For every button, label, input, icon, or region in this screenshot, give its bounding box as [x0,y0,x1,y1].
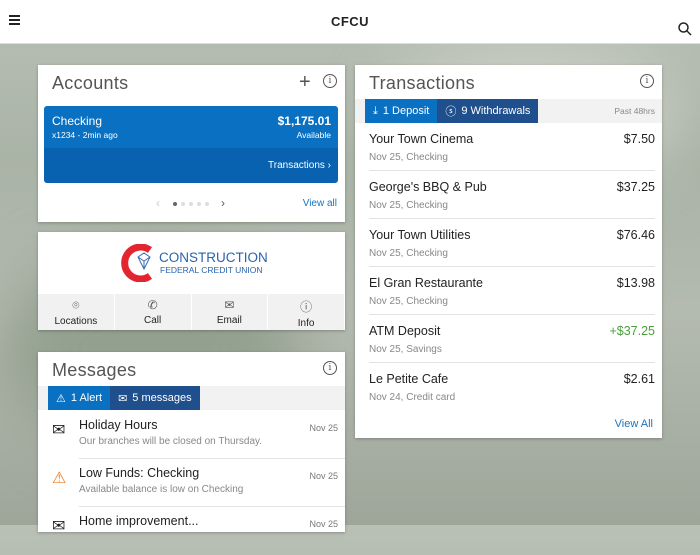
transaction-detail: Nov 25, Checking [369,200,448,211]
transaction-name: Your Town Utilities [369,228,471,242]
link-label: Transactions [268,160,325,171]
messages-title: Messages [52,360,137,380]
app-title: CFCU [330,14,370,29]
tab-label: 5 messages [132,392,192,404]
cfcu-logo [121,244,153,282]
transaction-amount: $37.25 [616,180,655,194]
period-label: Past 48hrs [614,106,655,116]
balance-label: Available [296,130,331,140]
transaction-row[interactable]: El Gran Restaurante Nov 25, Checking $13… [369,267,655,315]
accounts-card: Accounts + i Checking x1234 - 2min ago $… [38,65,345,222]
envelope-icon: ✉ [118,392,128,405]
message-item[interactable]: ✉ Home improvement... Nov 25 [38,507,345,555]
tab-label: 9 Withdrawals [461,105,531,117]
transaction-amount: $7.50 [623,132,655,146]
button-label: Locations [54,316,98,327]
message-body: Our branches will be closed on Thursday. [79,436,263,447]
account-transactions-link[interactable]: Transactions › [268,160,331,171]
message-item[interactable]: ⚠ Low Funds: Checking Available balance … [38,459,345,507]
search-icon[interactable] [678,22,692,36]
logo-text-line2: FEDERAL CREDIT UNION [160,265,263,275]
transaction-amount: +$37.25 [609,324,655,338]
info-icon[interactable]: i [640,74,654,88]
envelope-icon: ✉ [52,422,66,439]
transaction-detail: Nov 24, Credit card [369,392,456,403]
envelope-icon: ✉ [52,518,66,535]
message-date: Nov 25 [309,423,338,433]
email-button[interactable]: ✉ Email [192,294,269,330]
info-button[interactable]: ⓘ Info [268,294,345,330]
tab-messages[interactable]: ✉ 5 messages [110,386,200,410]
message-title: Holiday Hours [79,418,158,432]
transaction-row[interactable]: ATM Deposit Nov 25, Savings +$37.25 [369,315,655,363]
brand-card: CONSTRUCTION FEDERAL CREDIT UNION ⌾ Locat… [38,232,345,330]
download-icon: ⤓ [373,104,378,117]
message-title: Home improvement... [79,514,199,528]
dollar-circle-icon: ⓢ [445,106,457,118]
chevron-right-icon: › [327,160,331,171]
message-date: Nov 25 [309,519,338,529]
button-label: Email [216,315,242,326]
transaction-row[interactable]: Your Town Utilities Nov 25, Checking $76… [369,219,655,267]
account-subtitle: x1234 - 2min ago [52,130,118,140]
locations-button[interactable]: ⌾ Locations [38,294,115,330]
message-date: Nov 25 [309,471,338,481]
phone-icon: ✆ [147,298,158,312]
pagination-dots [173,202,209,206]
tab-label: 1 Alert [70,392,103,404]
account-balance: $1,175.01 [277,114,331,128]
transaction-amount: $13.98 [616,276,655,290]
account-tile-checking[interactable]: Checking x1234 - 2min ago $1,175.01 Avai… [44,106,338,183]
info-icon[interactable]: i [323,361,337,375]
app-header: CFCU [0,0,700,44]
transaction-row[interactable]: Le Petite Cafe Nov 24, Credit card $2.61 [369,363,655,411]
message-item[interactable]: ✉ Holiday Hours Our branches will be clo… [38,411,345,459]
transaction-detail: Nov 25, Savings [369,344,442,355]
message-title: Low Funds: Checking [79,466,200,480]
transaction-row[interactable]: Your Town Cinema Nov 25, Checking $7.50 [369,123,655,171]
transaction-name: ATM Deposit [369,324,441,338]
view-all-transactions-link[interactable]: View All [614,418,653,430]
envelope-icon: ✉ [224,298,235,312]
warning-icon: ⚠ [56,392,66,405]
message-body: Available balance is low on Checking [79,484,244,495]
transactions-card: Transactions i ⤓ 1 Deposit ⓢ 9 Withdrawals… [355,65,662,438]
messages-card: Messages i ⚠ 1 Alert ✉ 5 messages ✉ Holida… [38,352,345,535]
accounts-title: Accounts [52,73,129,93]
view-all-accounts-link[interactable]: View all [302,198,337,209]
add-account-icon[interactable]: + [299,71,311,93]
transaction-name: George's BBQ & Pub [369,180,487,194]
logo-text-line1: CONSTRUCTION [159,250,268,265]
tab-withdrawals[interactable]: ⓢ 9 Withdrawals [437,99,539,123]
transaction-detail: Nov 25, Checking [369,248,448,259]
hamburger-icon[interactable] [9,15,20,25]
next-page-icon[interactable]: › [221,196,225,210]
transaction-name: Your Town Cinema [369,132,474,146]
account-name: Checking [52,114,103,128]
tab-label: 1 Deposit [382,105,430,117]
transaction-amount: $2.61 [623,372,655,386]
tab-alerts[interactable]: ⚠ 1 Alert [48,386,111,410]
transaction-row[interactable]: George's BBQ & Pub Nov 25, Checking $37.… [369,171,655,219]
button-label: Info [297,318,315,329]
tab-deposits[interactable]: ⤓ 1 Deposit [365,99,438,123]
transaction-detail: Nov 25, Checking [369,152,448,163]
prev-page-icon[interactable]: ‹ [156,196,160,210]
call-button[interactable]: ✆ Call [115,294,192,330]
transactions-title: Transactions [369,73,475,93]
info-icon[interactable]: i [323,74,337,88]
transaction-name: Le Petite Cafe [369,372,449,386]
info-icon: ⓘ [300,300,313,314]
location-pin-icon: ⌾ [72,298,80,312]
button-label: Call [144,315,162,326]
transaction-detail: Nov 25, Checking [369,296,448,307]
warning-icon: ⚠ [52,470,67,487]
transaction-amount: $76.46 [616,228,655,242]
transaction-name: El Gran Restaurante [369,276,483,290]
